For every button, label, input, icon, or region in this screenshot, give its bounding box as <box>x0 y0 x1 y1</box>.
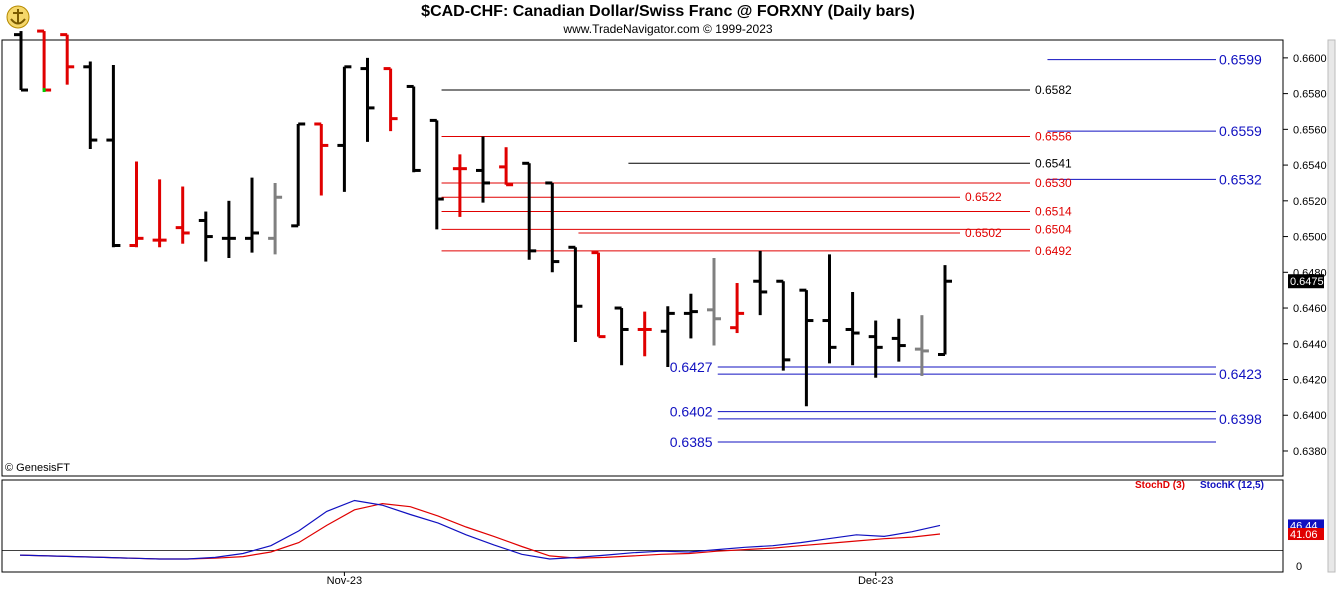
y-tick-label: 0.6600 <box>1293 53 1327 65</box>
ohlc-bar <box>868 320 883 378</box>
level-label: 0.6423 <box>1219 366 1262 382</box>
ohlc-bar <box>106 65 121 248</box>
ohlc-bar <box>452 154 467 217</box>
ohlc-bar <box>406 84 421 173</box>
ohlc-bar <box>822 254 837 364</box>
price-panel-frame <box>1 39 1284 477</box>
ohlc-bar <box>637 311 652 357</box>
ohlc-bar <box>60 33 75 85</box>
ohlc-bar <box>683 293 698 339</box>
ohlc-bar <box>499 147 514 187</box>
ohlc-bar <box>476 136 490 203</box>
level-label: 0.6402 <box>670 404 713 420</box>
bars-layer <box>14 29 952 407</box>
ohlc-bar <box>845 291 860 366</box>
y-tick-label: 0.6380 <box>1293 446 1327 458</box>
ohlc-bar <box>799 288 814 407</box>
ohlc-bar <box>221 200 236 258</box>
ohlc-bar <box>268 182 283 255</box>
y-tick-label: 0.6580 <box>1293 89 1327 101</box>
ohlc-bar <box>545 181 560 273</box>
last-price-box <box>1288 274 1324 289</box>
ohlc-bar <box>360 57 375 142</box>
stoch-legend-label: StochD (3) <box>1135 480 1185 491</box>
level-label: 0.6559 <box>1219 123 1262 139</box>
y-tick-label: 0.6500 <box>1293 232 1327 244</box>
level-label: 0.6530 <box>1035 176 1072 190</box>
ohlc-bar <box>660 306 675 367</box>
ohlc-bar <box>291 122 306 228</box>
y-tick-label: 0.6460 <box>1293 303 1327 315</box>
ohlc-bar <box>175 186 190 244</box>
chart-subtitle: www.TradeNavigator.com © 1999-2023 <box>563 22 773 36</box>
level-label: 0.6522 <box>965 190 1002 204</box>
level-label: 0.6541 <box>1035 156 1072 170</box>
ohlc-bar <box>429 118 444 230</box>
ohlc-bar <box>14 31 28 92</box>
stoch-legend-label: StochK (12,5) <box>1200 480 1264 491</box>
level-label: 0.6504 <box>1035 222 1072 236</box>
ohlc-bar <box>129 161 144 248</box>
level-label: 0.6532 <box>1219 171 1262 187</box>
ohlc-bar <box>776 279 791 371</box>
level-label: 0.6582 <box>1035 83 1072 97</box>
ohlc-bar <box>730 283 745 334</box>
level-label: 0.6514 <box>1035 205 1072 219</box>
anchor-logo-icon <box>6 5 30 29</box>
chart-title: $CAD-CHF: Canadian Dollar/Swiss Franc @ … <box>421 3 915 20</box>
ohlc-bar <box>152 179 167 248</box>
ohlc-bar <box>707 258 721 346</box>
level-label: 0.6492 <box>1035 244 1072 258</box>
stoch-d-last-box <box>1288 528 1324 541</box>
level-label: 0.6398 <box>1219 411 1262 427</box>
x-tick-label: Dec-23 <box>858 575 893 587</box>
level-label: 0.6385 <box>670 434 713 450</box>
ohlc-bar <box>753 250 768 316</box>
stoch-series-line <box>19 499 941 560</box>
level-label: 0.6599 <box>1219 52 1262 68</box>
levels-layer: 0.6599 0.6582 0.6559 0.6556 0.6541 0.6532 0.65… <box>441 52 1262 450</box>
ohlc-bar <box>614 306 629 366</box>
credit-label: © GenesisFT <box>5 462 70 474</box>
level-label: 0.6556 <box>1035 129 1072 143</box>
ohlc-bar <box>383 67 398 132</box>
ohlc-bar <box>337 65 352 192</box>
ohlc-bar <box>591 251 606 339</box>
axes-layer: 0.6600 0.6580 0.6560 0.6540 0.6520 0.6500 0.64… <box>1 39 1336 587</box>
y-tick-label: 0.6400 <box>1293 410 1327 422</box>
ohlc-bar <box>83 61 98 149</box>
ohlc-bar <box>938 265 952 356</box>
ohlc-bar <box>522 161 537 260</box>
ohlc-bar <box>891 318 906 362</box>
right-scrollbar <box>1327 39 1336 573</box>
last-price-label: 0.6475 <box>1290 276 1324 288</box>
y-tick-label: 0.6520 <box>1293 196 1327 208</box>
y-tick-label: 0.6540 <box>1293 160 1327 172</box>
level-label: 0.6502 <box>965 226 1002 240</box>
ohlc-bar <box>914 315 929 376</box>
stoch-d-last-label: 41.06 <box>1290 529 1318 541</box>
ohlc-bar <box>568 245 583 342</box>
stoch-y-tick-label: 0 <box>1296 561 1302 573</box>
ohlc-bar <box>245 177 259 253</box>
level-label: 0.6427 <box>670 359 713 375</box>
y-tick-label: 0.6440 <box>1293 339 1327 351</box>
y-tick-label: 0.6420 <box>1293 375 1327 387</box>
stoch-panel-frame <box>1 479 1284 573</box>
ohlc-bar <box>198 211 213 262</box>
ohlc-bar <box>314 122 329 196</box>
x-tick-label: Nov-23 <box>327 575 362 587</box>
y-tick-label: 0.6560 <box>1293 124 1327 136</box>
